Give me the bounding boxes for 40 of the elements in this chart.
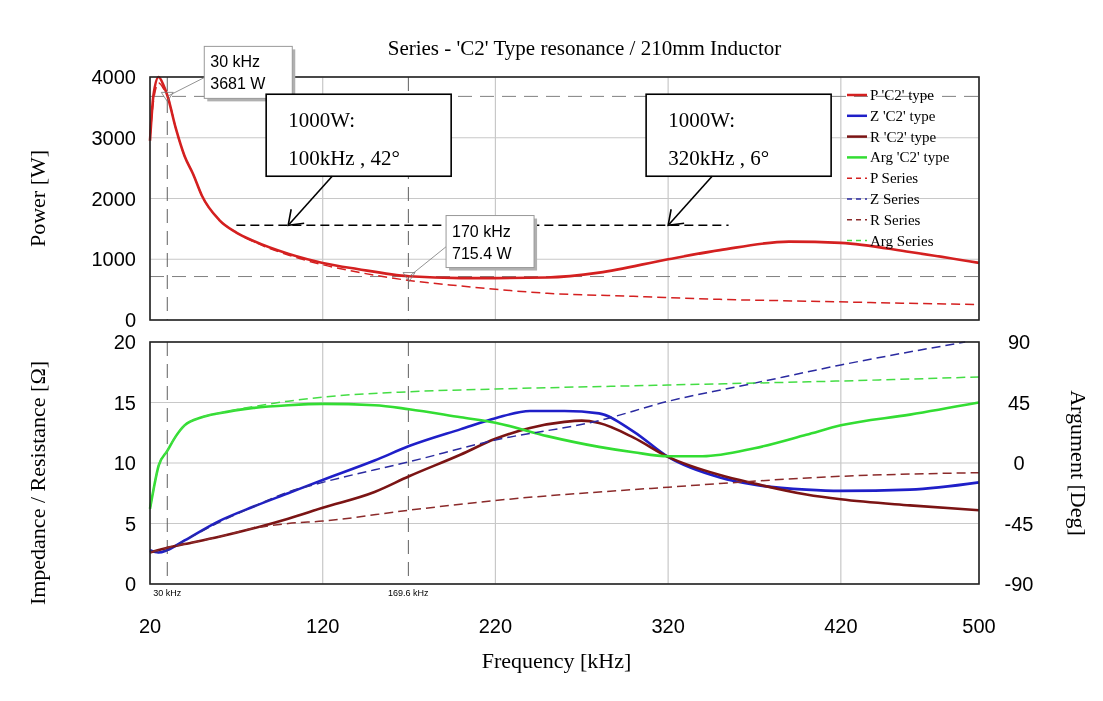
annotation: 1000W: 100kHz , 42° [288,108,400,171]
y-axis-title: Impedance / Resistance [Ω] [25,360,50,606]
y-tick-label: 10 [113,452,136,474]
ref-line-label: 169.6 kHz [388,588,430,598]
annotation: 30 kHz 3681 W [210,53,267,93]
y-tick-label: 2000 [91,187,136,210]
y2-tick-label: 45 [1007,391,1031,414]
x-tick-label: 120 [306,615,340,637]
legend-label: P Series [870,170,919,187]
text: R Series [870,211,921,228]
y-tick-label: 3000 [91,126,136,149]
text: Z 'C2' type [870,107,936,124]
text: Arg 'C2' type [870,149,950,166]
y2-tick-label: -45 [1004,512,1034,535]
y2-tick-label: 90 [1007,331,1031,353]
annotation: 170 kHz 715.4 W [452,222,513,262]
ref-line-label: 30 kHz [153,588,182,598]
annotation: 1000W: 320kHz , 6° [668,108,770,171]
y2-axis-title: Argument [Deg] [1066,390,1091,536]
y-tick-label: 0 [124,573,136,595]
y2-tick-label: -90 [1004,573,1034,595]
text: Z Series [870,191,920,207]
x-tick-label: 320 [651,615,685,637]
text: Arg Series [870,232,934,249]
y-tick-label: 15 [113,391,136,414]
y-tick-label: 0 [124,309,136,331]
x-tick-label: 500 [962,615,996,637]
y-tick-label: 1000 [91,248,136,271]
x-tick-label: 420 [824,615,858,637]
y-axis-title: Power [W] [25,149,50,248]
x-axis-title: Frequency [kHz] [481,648,632,673]
chart-title: Series - 'C2' Type resonance / 210mm Inductor [387,36,782,60]
y-tick-label: 4000 [91,66,136,88]
y-tick-label: 5 [124,512,136,535]
x-tick-label: 220 [478,615,513,637]
x-tick-label: 20 [138,615,162,637]
text: R 'C2' type [870,128,937,145]
y2-tick-label: 0 [1013,452,1025,474]
y-tick-label: 20 [113,331,136,353]
legend-label: P 'C2' type [870,87,935,103]
